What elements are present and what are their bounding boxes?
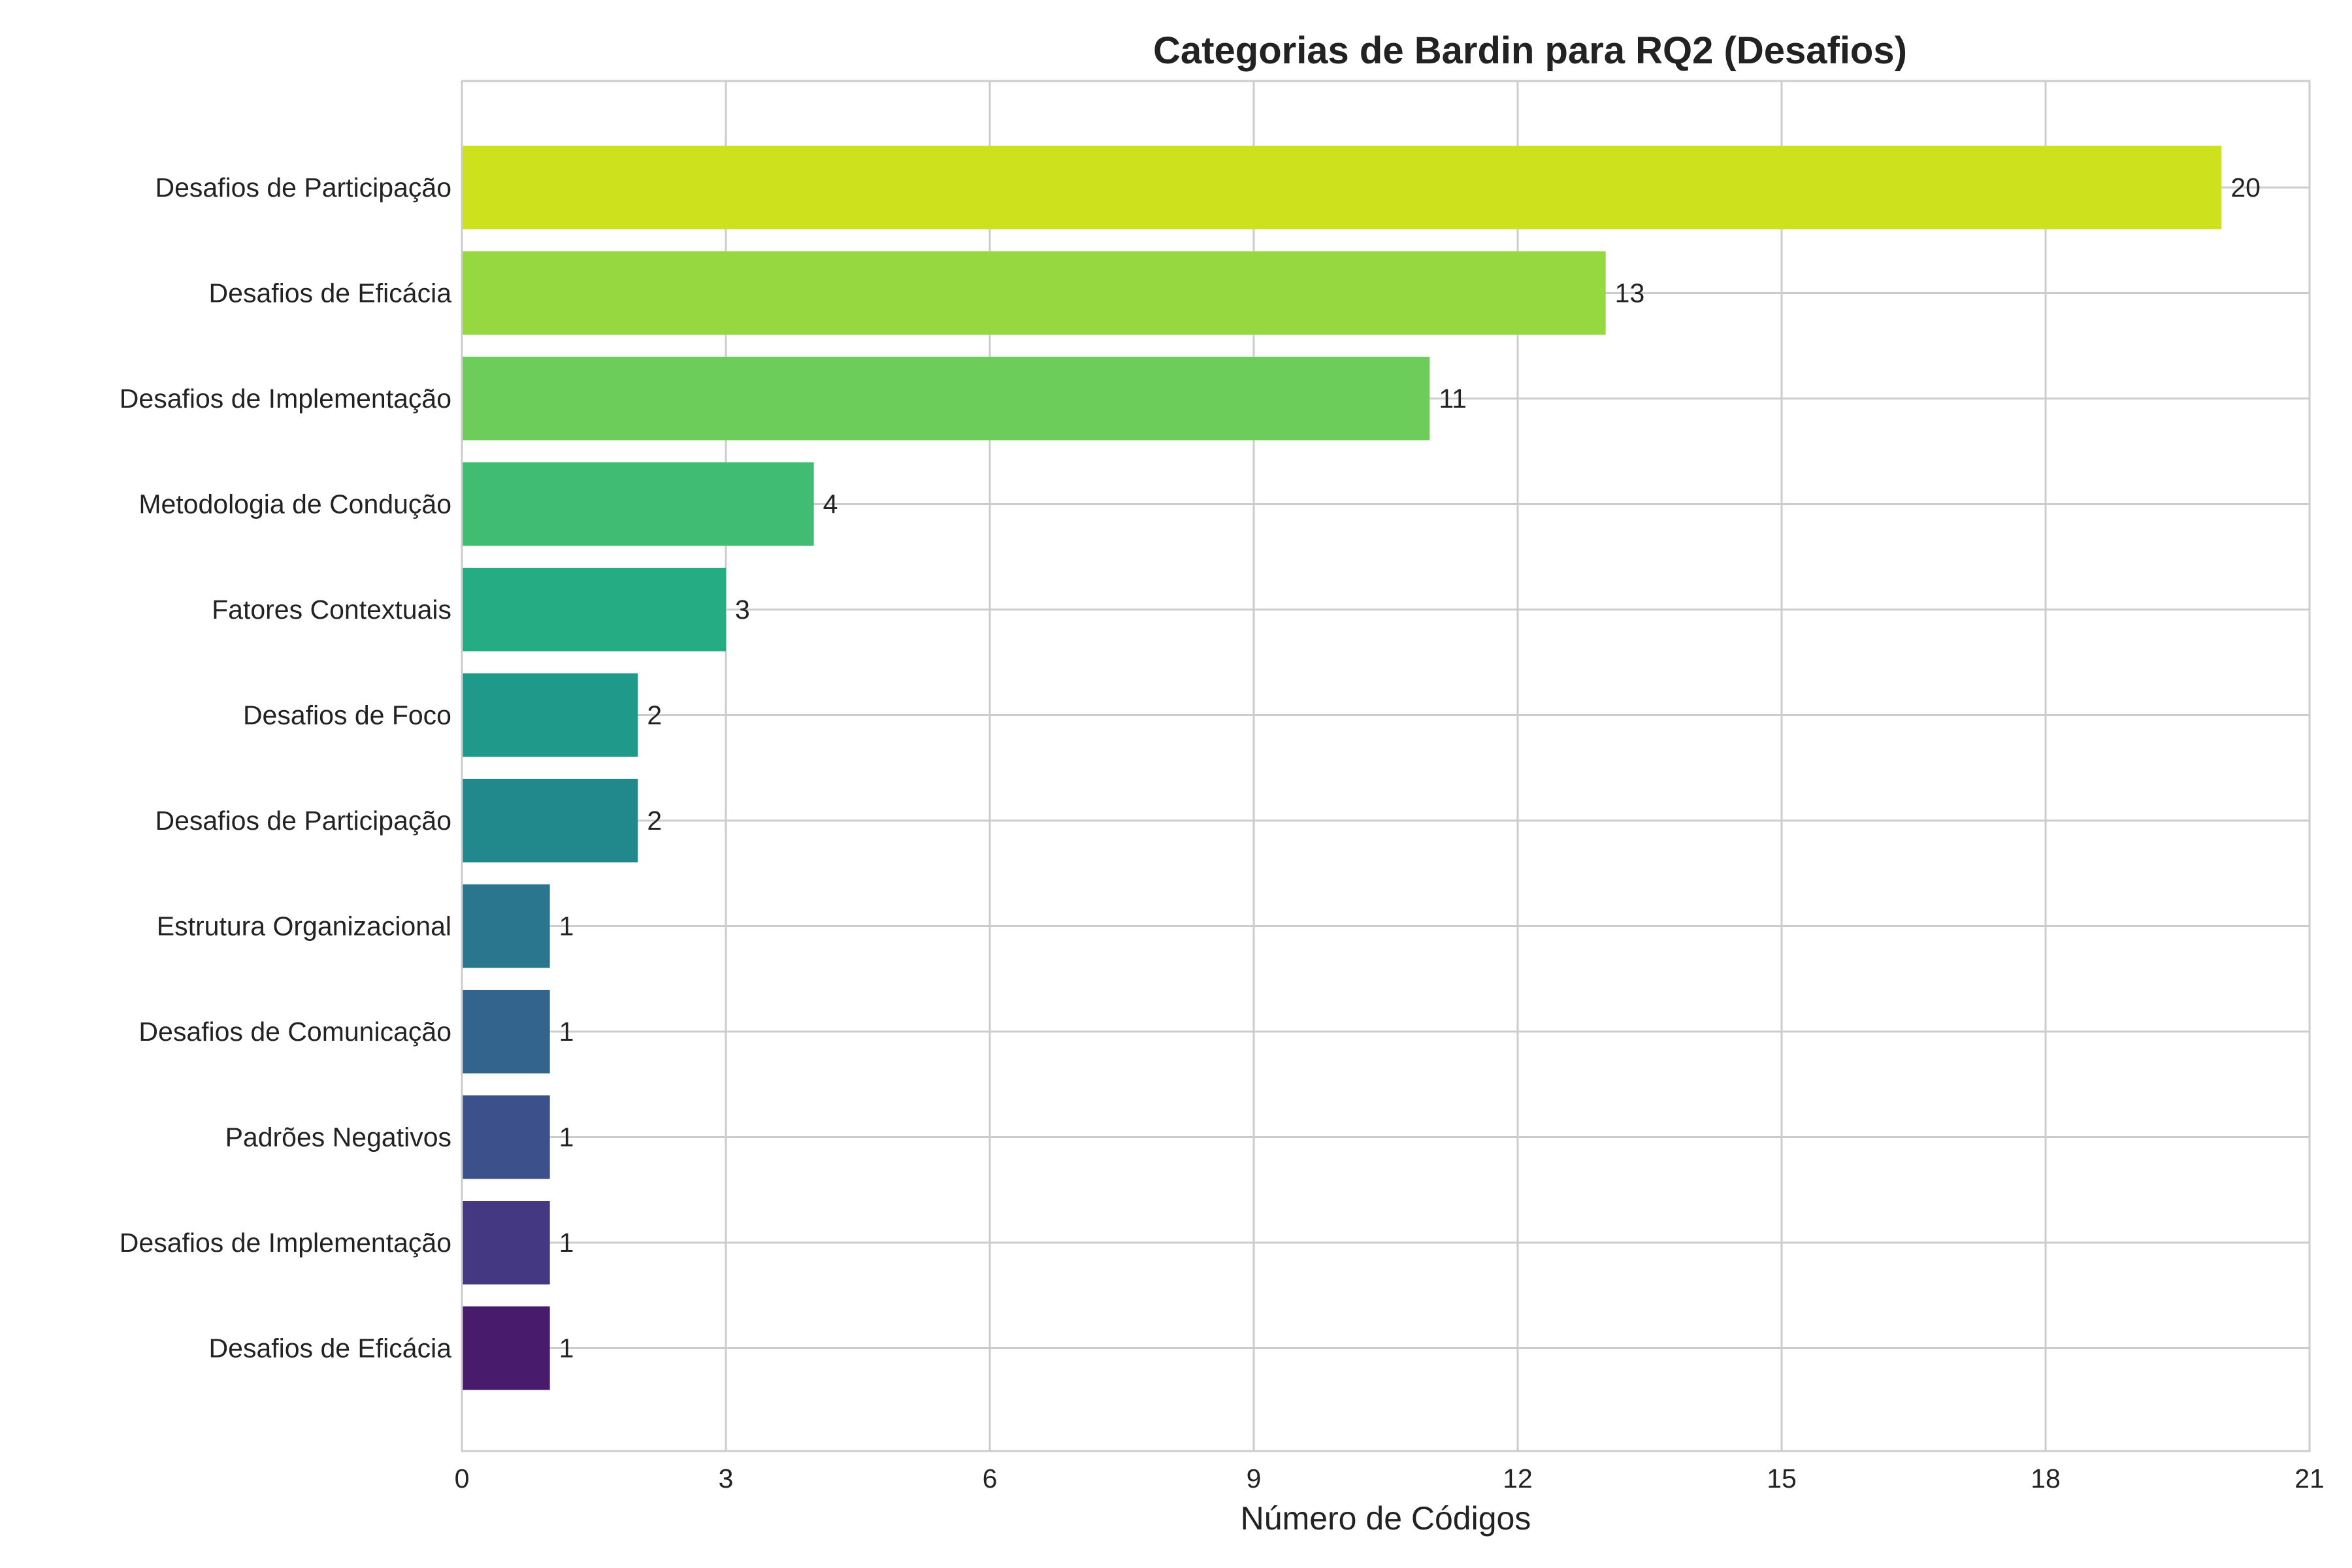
x-tick-labels: 0 3 6 9 12 15 18 21 — [455, 1463, 2325, 1494]
value-label-1: 13 — [1615, 278, 1645, 308]
category-label-3: Metodologia de Condução — [139, 489, 451, 519]
x-tick-label-2: 6 — [983, 1463, 998, 1494]
category-label-2: Desafios de Implementação — [120, 384, 451, 414]
category-label-6: Desafios de Participação — [155, 806, 451, 836]
value-label-9: 1 — [559, 1122, 574, 1152]
category-label-9: Padrões Negativos — [225, 1122, 451, 1152]
x-tick-label-0: 0 — [455, 1463, 470, 1494]
value-label-8: 1 — [559, 1017, 574, 1047]
category-label-0: Desafios de Participação — [155, 172, 451, 203]
bar-1 — [462, 251, 1606, 335]
x-axis-title: Número de Códigos — [1241, 1500, 1531, 1537]
value-label-2: 11 — [1439, 384, 1467, 414]
bar-10 — [462, 1201, 550, 1284]
bar-4 — [462, 568, 726, 651]
bar-0 — [462, 146, 2222, 229]
x-tick-label-5: 15 — [1767, 1463, 1797, 1494]
value-label-10: 1 — [559, 1228, 574, 1258]
bar-8 — [462, 990, 550, 1073]
category-label-10: Desafios de Implementação — [120, 1228, 451, 1258]
value-label-4: 3 — [735, 595, 750, 625]
x-tick-label-7: 21 — [2295, 1463, 2325, 1494]
value-label-3: 4 — [823, 489, 838, 519]
category-label-4: Fatores Contextuais — [212, 595, 451, 625]
plot-frame — [461, 80, 2311, 1452]
chart-title: Categorias de Bardin para RQ2 (Desafios) — [1153, 29, 1907, 72]
x-tick-label-1: 3 — [719, 1463, 734, 1494]
bar-5 — [462, 673, 638, 757]
bar-2 — [462, 357, 1430, 440]
category-label-8: Desafios de Comunicação — [139, 1017, 451, 1047]
value-label-0: 20 — [2230, 172, 2261, 203]
value-label-5: 2 — [647, 700, 662, 730]
x-tick-label-6: 18 — [2031, 1463, 2061, 1494]
category-labels: Desafios de Participação Desafios de Efic… — [120, 172, 451, 1364]
category-label-1: Desafios de Eficácia — [209, 278, 452, 308]
category-label-5: Desafios de Foco — [243, 700, 451, 730]
value-label-6: 2 — [647, 806, 662, 836]
value-label-11: 1 — [559, 1333, 574, 1364]
bars — [462, 146, 2222, 1390]
x-tick-label-3: 9 — [1247, 1463, 1262, 1494]
category-label-7: Estrutura Organizacional — [157, 911, 451, 941]
x-tick-label-4: 12 — [1503, 1463, 1533, 1494]
category-label-11: Desafios de Eficácia — [209, 1333, 452, 1364]
bar-11 — [462, 1306, 550, 1390]
value-label-7: 1 — [559, 911, 574, 941]
bar-9 — [462, 1095, 550, 1179]
bar-3 — [462, 462, 814, 546]
bar-6 — [462, 779, 638, 862]
bar-7 — [462, 884, 550, 968]
